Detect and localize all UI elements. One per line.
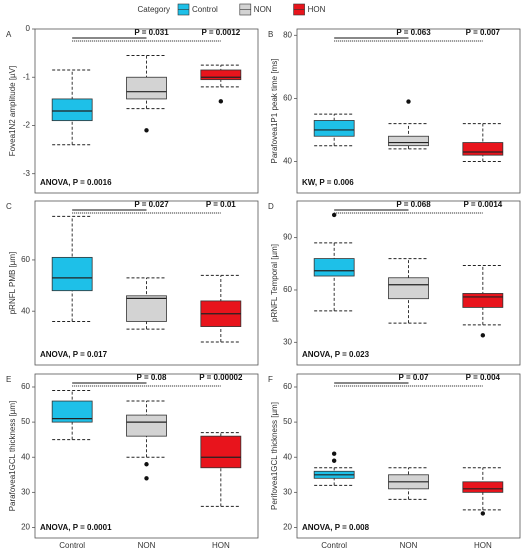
- box: [126, 414, 167, 437]
- outlier: [144, 462, 149, 467]
- y-tick-label: 50: [21, 417, 30, 426]
- p-value: P = 0.004: [466, 373, 501, 382]
- x-tick-label: NON: [400, 541, 418, 550]
- y-axis-title: Perifovea1GCL thickness [µm]: [270, 402, 279, 510]
- p-value: P = 0.0014: [463, 200, 502, 209]
- plot-frame: [296, 28, 521, 194]
- y-tick-label: 80: [283, 30, 292, 39]
- p-value: P = 0.063: [396, 28, 431, 37]
- y-tick-label: 30: [21, 487, 30, 496]
- box: [51, 400, 93, 423]
- y-axis-title: Parafovea1P1 peak time [ms]: [270, 59, 279, 164]
- p-value: P = 0.00002: [199, 373, 243, 382]
- y-tick-label: 40: [283, 452, 292, 461]
- y-tick-label: 0: [26, 24, 31, 33]
- y-tick-label: 50: [283, 417, 292, 426]
- y-axis-title: pRNFL Temporal [µm]: [270, 244, 279, 322]
- x-tick-label: HON: [474, 541, 492, 550]
- test-result: ANOVA, P = 0.023: [302, 350, 370, 359]
- box: [462, 293, 504, 308]
- y-axis-title: Parafovea1GCL thickness [µm]: [8, 401, 17, 512]
- y-tick-label: -1: [23, 72, 31, 81]
- p-value: P = 0.08: [137, 373, 167, 382]
- box: [388, 135, 429, 147]
- x-tick-label: Control: [59, 541, 85, 550]
- p-value: P = 0.07: [399, 373, 429, 382]
- y-tick-label: 40: [283, 157, 292, 166]
- plot-frame: [296, 200, 521, 366]
- box: [200, 69, 242, 81]
- legend-label: Control: [192, 5, 218, 14]
- legend-label: HON: [308, 5, 326, 14]
- outlier: [331, 451, 337, 456]
- panel-letter: D: [268, 202, 274, 211]
- outlier: [406, 99, 411, 104]
- y-tick-label: 60: [283, 93, 292, 102]
- box: [313, 120, 355, 137]
- p-value: P = 0.007: [466, 28, 501, 37]
- x-tick-label: NON: [138, 541, 156, 550]
- test-result: ANOVA, P = 0.017: [40, 350, 108, 359]
- box: [313, 258, 355, 277]
- plot-frame: [34, 28, 259, 194]
- box: [200, 435, 242, 469]
- plot-frame: [34, 200, 259, 366]
- panel-letter: C: [6, 202, 12, 211]
- p-value: P = 0.0012: [201, 28, 240, 37]
- box: [388, 277, 429, 300]
- box: [126, 76, 167, 100]
- box: [51, 98, 93, 122]
- test-result: ANOVA, P = 0.008: [302, 523, 370, 532]
- y-tick-label: 60: [283, 285, 292, 294]
- outlier: [480, 333, 486, 338]
- outlier: [144, 476, 149, 481]
- p-value: P = 0.027: [134, 200, 169, 209]
- y-tick-label: 20: [283, 523, 292, 532]
- y-tick-label: 40: [21, 306, 30, 315]
- outlier: [331, 212, 337, 218]
- plot-frame: [34, 373, 259, 539]
- box: [126, 295, 167, 322]
- y-tick-label: 60: [21, 255, 30, 264]
- y-tick-label: 90: [283, 233, 292, 242]
- test-result: ANOVA, P = 0.0001: [40, 523, 112, 532]
- y-tick-label: -2: [23, 121, 31, 130]
- box: [462, 481, 504, 493]
- y-axis-title: pRNFL PMB [µm]: [8, 252, 17, 315]
- panel-letter: A: [6, 30, 12, 39]
- outlier: [218, 99, 224, 104]
- p-value: P = 0.01: [206, 200, 236, 209]
- y-tick-label: 40: [21, 452, 30, 461]
- outlier: [144, 128, 149, 133]
- panel-letter: F: [268, 375, 273, 384]
- panel-letter: B: [268, 30, 273, 39]
- p-value: P = 0.031: [134, 28, 169, 37]
- panel-letter: E: [6, 375, 11, 384]
- plot-frame: [296, 373, 521, 539]
- outlier: [480, 511, 486, 516]
- box: [51, 256, 93, 292]
- x-tick-label: Control: [321, 541, 347, 550]
- y-tick-label: 60: [283, 382, 292, 391]
- outlier: [331, 458, 337, 463]
- x-tick-label: HON: [212, 541, 230, 550]
- y-tick-label: 30: [283, 337, 292, 346]
- test-result: ANOVA, P = 0.0016: [40, 178, 112, 187]
- legend-title: Category: [138, 5, 170, 14]
- legend-label: NON: [254, 5, 272, 14]
- y-tick-label: 30: [283, 487, 292, 496]
- y-axis-title: Fovea1N2 amplitude [µV]: [8, 66, 17, 156]
- p-value: P = 0.068: [396, 200, 431, 209]
- box: [462, 142, 504, 156]
- y-tick-label: -3: [23, 169, 31, 178]
- y-tick-label: 20: [21, 523, 30, 532]
- test-result: KW, P = 0.006: [302, 178, 354, 187]
- y-tick-label: 60: [21, 382, 30, 391]
